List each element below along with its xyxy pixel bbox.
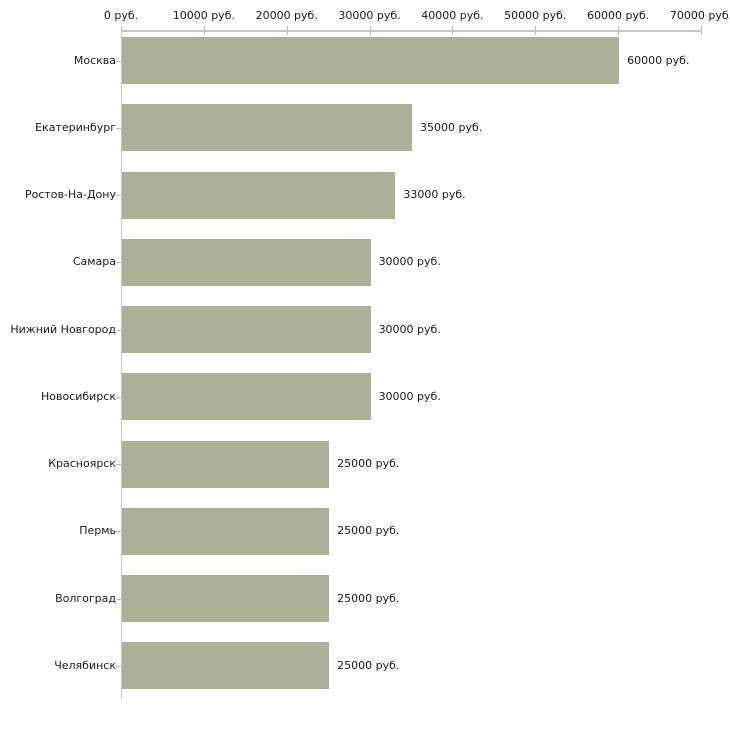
bar [122, 440, 330, 488]
category-tick-mark [116, 396, 121, 398]
category-label: Пермь [79, 524, 116, 538]
category-tick-mark [116, 531, 121, 533]
category-tick-mark [116, 60, 121, 62]
category-label: Екатеринбург [35, 120, 116, 134]
y-axis-line [121, 30, 122, 700]
category-label: Самара [72, 255, 116, 269]
category-tick-mark [116, 127, 121, 129]
bar [122, 575, 330, 622]
category-label: Нижний Новгород [10, 322, 116, 336]
category-label: Волгоград [55, 591, 116, 605]
bar [122, 238, 371, 286]
x-tick-label: 30000 руб. [338, 9, 401, 22]
x-axis-line [121, 30, 701, 32]
x-tick-label: 50000 руб. [504, 9, 567, 22]
x-tick-label: 40000 руб. [421, 9, 484, 22]
bar [122, 306, 371, 353]
category-tick-mark [116, 262, 121, 264]
category-tick-mark [116, 464, 121, 465]
value-label: 25000 руб. [337, 457, 400, 470]
x-tick-label: 70000 руб. [669, 9, 730, 22]
value-label: 30000 руб. [378, 255, 441, 269]
category-label: Челябинск [54, 658, 116, 672]
value-label: 30000 руб. [378, 389, 441, 403]
category-tick-mark [116, 665, 121, 667]
bar [122, 104, 412, 152]
value-label: 25000 руб. [337, 524, 400, 538]
value-label: 60000 руб. [627, 53, 690, 67]
bar [122, 171, 396, 219]
bar [122, 642, 330, 690]
bar [122, 507, 330, 555]
x-tick-label: 20000 руб. [255, 9, 318, 22]
category-tick-mark [116, 195, 121, 196]
bar [122, 373, 371, 421]
category-label: Новосибирск [40, 389, 116, 403]
category-label: Красноярск [48, 457, 116, 470]
x-tick-label: 60000 руб. [587, 9, 650, 22]
bar [122, 37, 620, 84]
category-tick-mark [116, 329, 121, 331]
category-label: Москва [73, 53, 116, 67]
x-tick-mark [701, 26, 702, 35]
category-tick-mark [116, 598, 121, 600]
x-tick-label: 0 руб. [103, 9, 139, 22]
value-label: 25000 руб. [337, 591, 400, 605]
value-label: 25000 руб. [337, 658, 400, 672]
value-label: 33000 руб. [403, 188, 466, 201]
x-tick-label: 10000 руб. [172, 9, 235, 22]
value-label: 30000 руб. [378, 322, 441, 336]
value-label: 35000 руб. [420, 120, 483, 134]
category-label: Ростов-На-Дону [24, 188, 116, 201]
